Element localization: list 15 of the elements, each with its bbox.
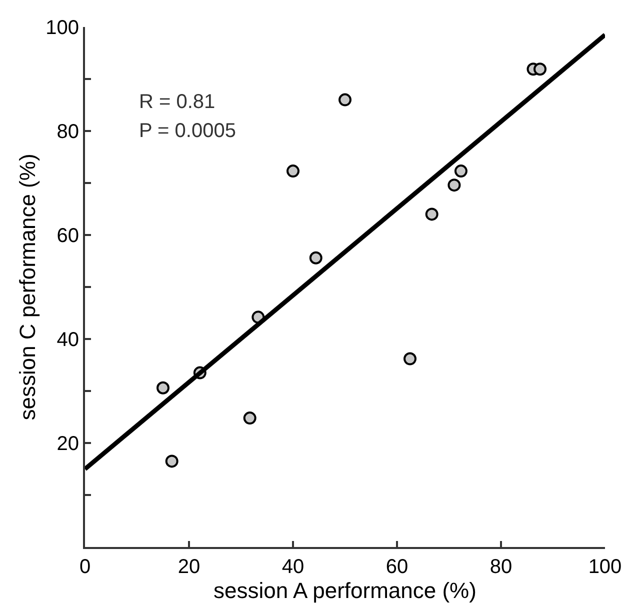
x-axis-title: session A performance (%): [214, 578, 476, 603]
x-tick-label: 0: [79, 556, 91, 578]
x-tick-label: 100: [588, 556, 622, 578]
y-tick-label: 100: [46, 17, 79, 39]
annotation: P = 0.0005: [139, 120, 236, 142]
x-tick-label: 40: [282, 556, 304, 578]
y-tick-label: 20: [56, 433, 79, 455]
y-tick-label: 80: [56, 121, 79, 143]
x-tick-label: 20: [178, 556, 200, 578]
y-axis-title: session C performance (%): [14, 154, 40, 420]
y-tick-label: 60: [56, 225, 79, 247]
annotation: R = 0.81: [139, 91, 216, 113]
y-tick-label: 40: [56, 329, 79, 351]
x-tick-label: 60: [386, 556, 408, 578]
x-tick-label: 80: [490, 556, 512, 578]
